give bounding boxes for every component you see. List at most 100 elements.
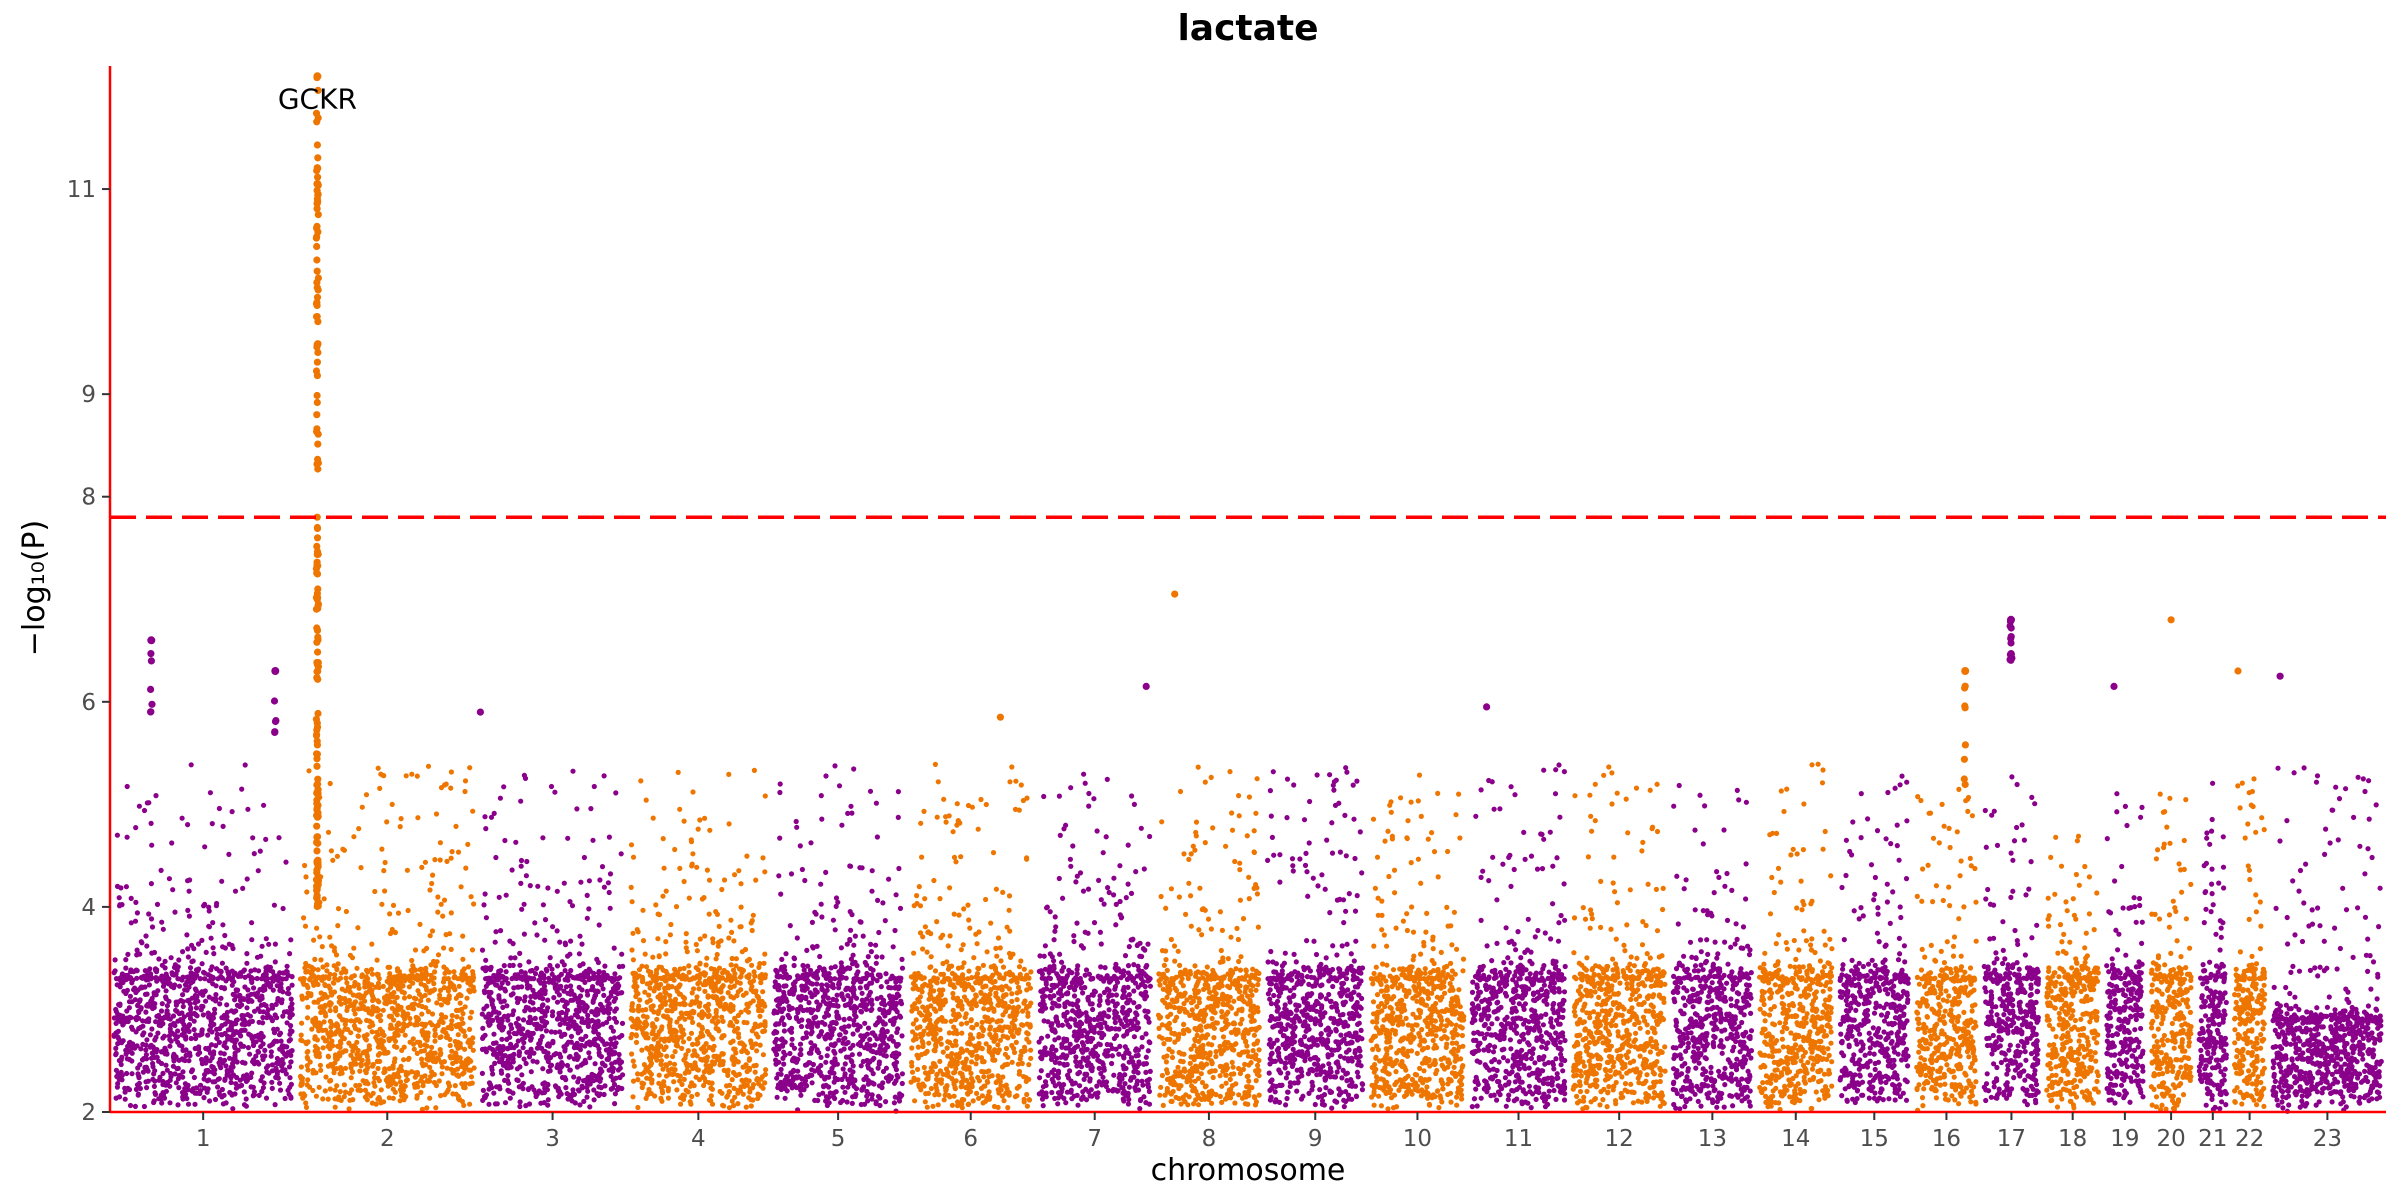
data-points	[111, 72, 2384, 1114]
chromosome-20-points	[2148, 791, 2194, 1113]
chromosome-11-points	[1469, 762, 1568, 1111]
peak-point	[313, 372, 321, 380]
chromosome-14-dot-cloud	[1757, 761, 1835, 1113]
peak-top-point	[313, 72, 322, 81]
peak-point	[2006, 622, 2014, 630]
peak-point	[1961, 741, 1969, 749]
peak-point	[313, 658, 321, 667]
chromosome-7-dot-cloud	[1036, 771, 1153, 1112]
lone-point-chr23	[2276, 672, 2284, 680]
x-tick-label-chr20: 20	[2156, 1126, 2185, 1152]
peak-point	[314, 602, 322, 610]
peak-point	[313, 233, 321, 241]
chromosome-10-dot-cloud	[1368, 772, 1467, 1112]
x-tick-label-chr11: 11	[1504, 1126, 1533, 1152]
peak-point	[314, 211, 322, 219]
x-axis-ticks: 1 2 3 4 5 6 7 8 9 10 11 12 13 14 15 16 17 18 19 20 21 22 23	[196, 1112, 2342, 1152]
chromosome-2-dot-cloud	[297, 763, 477, 1112]
peak-top-point	[2007, 615, 2015, 624]
peak-point	[270, 697, 279, 705]
peak-point	[313, 741, 321, 749]
chromosome-12-points	[1570, 764, 1668, 1112]
chromosome-22-dot-cloud	[2231, 776, 2268, 1109]
chromosome-21-dot-cloud	[2196, 780, 2229, 1113]
chromosome-5-dot-cloud	[771, 763, 906, 1114]
x-tick-label-chr8: 8	[1202, 1126, 1217, 1152]
peak-point	[271, 728, 279, 737]
x-tick-label-chr9: 9	[1308, 1126, 1323, 1152]
x-tick-label-chr18: 18	[2058, 1126, 2087, 1152]
y-tick-label: 9	[81, 382, 96, 408]
peak-point	[314, 274, 322, 282]
x-tick-label-chr7: 7	[1087, 1126, 1102, 1152]
chromosome-17-dot-cloud	[1981, 774, 2042, 1108]
peak-top-point	[271, 667, 280, 675]
chromosome-14-points	[1757, 761, 1835, 1113]
peak-top-point	[313, 179, 322, 188]
peak-annotations: GCKR	[278, 82, 357, 115]
x-tick-label-chr15: 15	[1860, 1126, 1889, 1152]
y-tick-label: 4	[81, 895, 96, 921]
peak-point	[313, 293, 322, 301]
peak-point	[2007, 650, 2015, 658]
peak-point	[313, 833, 321, 841]
peak-point	[313, 534, 322, 542]
chromosome-10-points	[1368, 772, 1467, 1112]
chromosome-18-dot-cloud	[2044, 833, 2101, 1111]
peak-point	[313, 301, 321, 310]
peak-point	[313, 256, 321, 264]
y-tick-label: 6	[81, 690, 96, 716]
y-tick-label: 11	[67, 177, 96, 203]
lone-point-chr11	[1483, 703, 1491, 711]
peak-point	[314, 876, 322, 884]
peak-point	[313, 242, 321, 251]
peak-point	[148, 700, 156, 708]
x-tick-label-chr6: 6	[963, 1126, 978, 1152]
chromosome-7-points	[1036, 771, 1153, 1112]
x-tick-label-chr21: 21	[2198, 1126, 2227, 1152]
chromosome-23-points	[2270, 765, 2384, 1114]
peak-point	[147, 650, 155, 658]
peak-point	[313, 847, 321, 855]
peak-point	[1961, 780, 1969, 789]
chromosome-1-points	[111, 762, 295, 1112]
x-tick-label-chr14: 14	[1781, 1126, 1810, 1152]
peak-point	[314, 86, 322, 94]
annotation-gckr: GCKR	[278, 82, 357, 115]
chromosome-13-dot-cloud	[1670, 782, 1755, 1112]
chromosome-16-dot-cloud	[1914, 786, 1979, 1113]
peak-point	[1961, 684, 1969, 692]
lone-point-chr6	[996, 713, 1005, 721]
peak-point	[313, 141, 321, 149]
chromosome-18-points	[2044, 833, 2101, 1111]
peak-point	[313, 222, 321, 230]
x-tick-label-chr19: 19	[2110, 1126, 2139, 1152]
chromosome-8-dot-cloud	[1155, 764, 1262, 1109]
lone-point-chr8	[1171, 590, 1179, 598]
peak-point	[314, 173, 322, 181]
chromosome-1-dot-cloud	[111, 762, 295, 1112]
peak-point	[313, 813, 322, 821]
lone-point-chr7	[1142, 682, 1150, 691]
peak-point	[313, 789, 321, 797]
chromosome-15-points	[1837, 773, 1911, 1106]
chromosome-9-points	[1264, 765, 1366, 1111]
peak-point	[313, 781, 321, 789]
peak-point	[313, 205, 321, 213]
peak-chr1-4	[270, 667, 280, 737]
peak-point	[313, 674, 321, 682]
peak-point	[2007, 634, 2015, 643]
peak-point	[313, 358, 321, 366]
peak-point	[313, 894, 321, 902]
peak-point	[1961, 704, 1969, 712]
chromosome-3-points	[479, 768, 626, 1110]
peak-point	[313, 796, 321, 804]
peak-chr16-5	[1960, 667, 1970, 789]
peak-point	[313, 542, 321, 551]
peak-point	[314, 775, 322, 783]
x-tick-label-chr4: 4	[691, 1126, 706, 1152]
peak-point	[314, 348, 322, 357]
x-tick-label-chr17: 17	[1997, 1126, 2026, 1152]
peak-point	[314, 286, 322, 294]
chromosome-23-dot-cloud	[2270, 765, 2384, 1114]
